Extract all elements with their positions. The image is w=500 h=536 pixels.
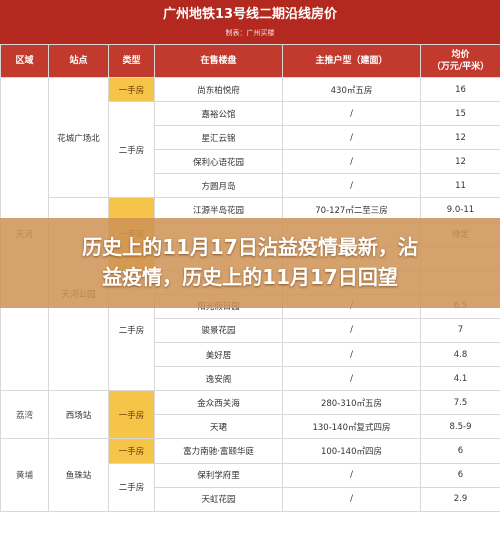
- project-cell: 保利学府里: [154, 462, 283, 488]
- price-cell: 8.5-9: [420, 414, 500, 440]
- price-cell: 4.8: [420, 342, 500, 368]
- price-cell: 2.9: [420, 486, 500, 512]
- layout-cell: /: [282, 173, 421, 199]
- headline-line-2: 益疫情，历史上的11月17日回望: [102, 265, 398, 289]
- type-cell: 一手房: [108, 390, 155, 440]
- layout-cell: /: [282, 486, 421, 512]
- project-cell: 尚东柏悦府: [154, 76, 283, 103]
- project-cell: 保利心语花园: [154, 149, 283, 175]
- layout-cell: /: [282, 462, 421, 488]
- layout-cell: /: [282, 317, 421, 344]
- headline-banner: [0, 218, 500, 308]
- price-cell: 7.5: [420, 390, 500, 416]
- layout-cell: /: [282, 149, 421, 175]
- project-cell: 逸安阁: [154, 366, 283, 392]
- layout-cell: 130-140㎡复式四房: [282, 414, 421, 440]
- project-cell: 金众西关海: [154, 390, 283, 416]
- price-cell: 11: [420, 173, 500, 199]
- project-cell: 星汇云锦: [154, 125, 283, 151]
- price-cell: 15: [420, 101, 500, 127]
- headline-text: 历史上的11月17日沾益疫情最新，沾 益疫情，历史上的11月17日回望: [0, 232, 500, 292]
- station-cell: 鱼珠站: [48, 438, 109, 512]
- type-cell: 一手房: [108, 438, 155, 464]
- layout-cell: 430㎡五房: [282, 76, 421, 103]
- price-cell: 7: [420, 317, 500, 344]
- price-cell: 6: [420, 438, 500, 464]
- price-cell: 16: [420, 76, 500, 103]
- project-cell: 天珺: [154, 414, 283, 440]
- header-row: 区域 站点 类型 在售楼盘 主推户型（建面） 均价 （万元/平米）: [0, 44, 500, 78]
- type-cell: 二手房: [108, 101, 155, 199]
- price-cell: 12: [420, 149, 500, 175]
- price-cell: 6: [420, 462, 500, 488]
- station-cell: 西场站: [48, 390, 109, 440]
- project-cell: 骏景花园: [154, 317, 283, 344]
- project-cell: 富力南驰·富颐华庭: [154, 438, 283, 464]
- zone-cell: 荔湾: [0, 390, 49, 440]
- header-project: 在售楼盘: [154, 44, 283, 78]
- header-station: 站点: [48, 44, 109, 78]
- price-cell: 12: [420, 125, 500, 151]
- layout-cell: /: [282, 101, 421, 127]
- page-subtitle: 制表：广州买楼: [225, 29, 275, 37]
- table-row: 二手房 嘉裕公馆/15: [1, 101, 500, 199]
- layout-cell: /: [282, 366, 421, 392]
- table-row: 荔湾 西场站 一手房 金众西关海 280-310㎡五房 7.5: [0, 390, 500, 440]
- price-cell: 4.1: [420, 366, 500, 392]
- table-row: 黄埔 鱼珠站 一手房 富力南驰·富颐华庭 100-140㎡四房 6: [0, 438, 500, 512]
- table-row: 骏景花园/7: [1, 317, 500, 344]
- layout-cell: 280-310㎡五房: [282, 390, 421, 416]
- title-bar: 广州地铁13号线二期沿线房价 制表：广州买楼: [0, 0, 500, 44]
- header-layout: 主推户型（建面）: [282, 44, 421, 78]
- project-cell: 美好居: [154, 342, 283, 368]
- project-cell: 方圆月岛: [154, 173, 283, 199]
- header-zone: 区域: [0, 44, 49, 78]
- headline-line-1: 历史上的11月17日沾益疫情最新，沾: [82, 235, 418, 259]
- layout-cell: /: [282, 125, 421, 151]
- project-cell: 嘉裕公馆: [154, 101, 283, 127]
- type-cell: 二手房: [108, 462, 155, 512]
- table-row: 天河花城广场北一手房尚东柏悦府430㎡五房16: [0, 76, 500, 392]
- header-type: 类型: [108, 44, 155, 78]
- type-cell: 一手房: [108, 76, 155, 103]
- layout-cell: /: [282, 342, 421, 368]
- header-price: 均价 （万元/平米）: [420, 44, 500, 78]
- page-title: 广州地铁13号线二期沿线房价: [162, 7, 338, 22]
- table-row: 天虹花园/2.9: [1, 486, 500, 512]
- layout-cell: 100-140㎡四房: [282, 438, 421, 464]
- zone-cell: 黄埔: [0, 438, 49, 512]
- table-row: 天珺 130-140㎡复式四房 8.5-9: [1, 414, 500, 440]
- project-cell: 天虹花园: [154, 486, 283, 512]
- table-row: 逸安阁/4.1: [1, 366, 500, 392]
- station-cell: 花城广场北: [48, 76, 109, 199]
